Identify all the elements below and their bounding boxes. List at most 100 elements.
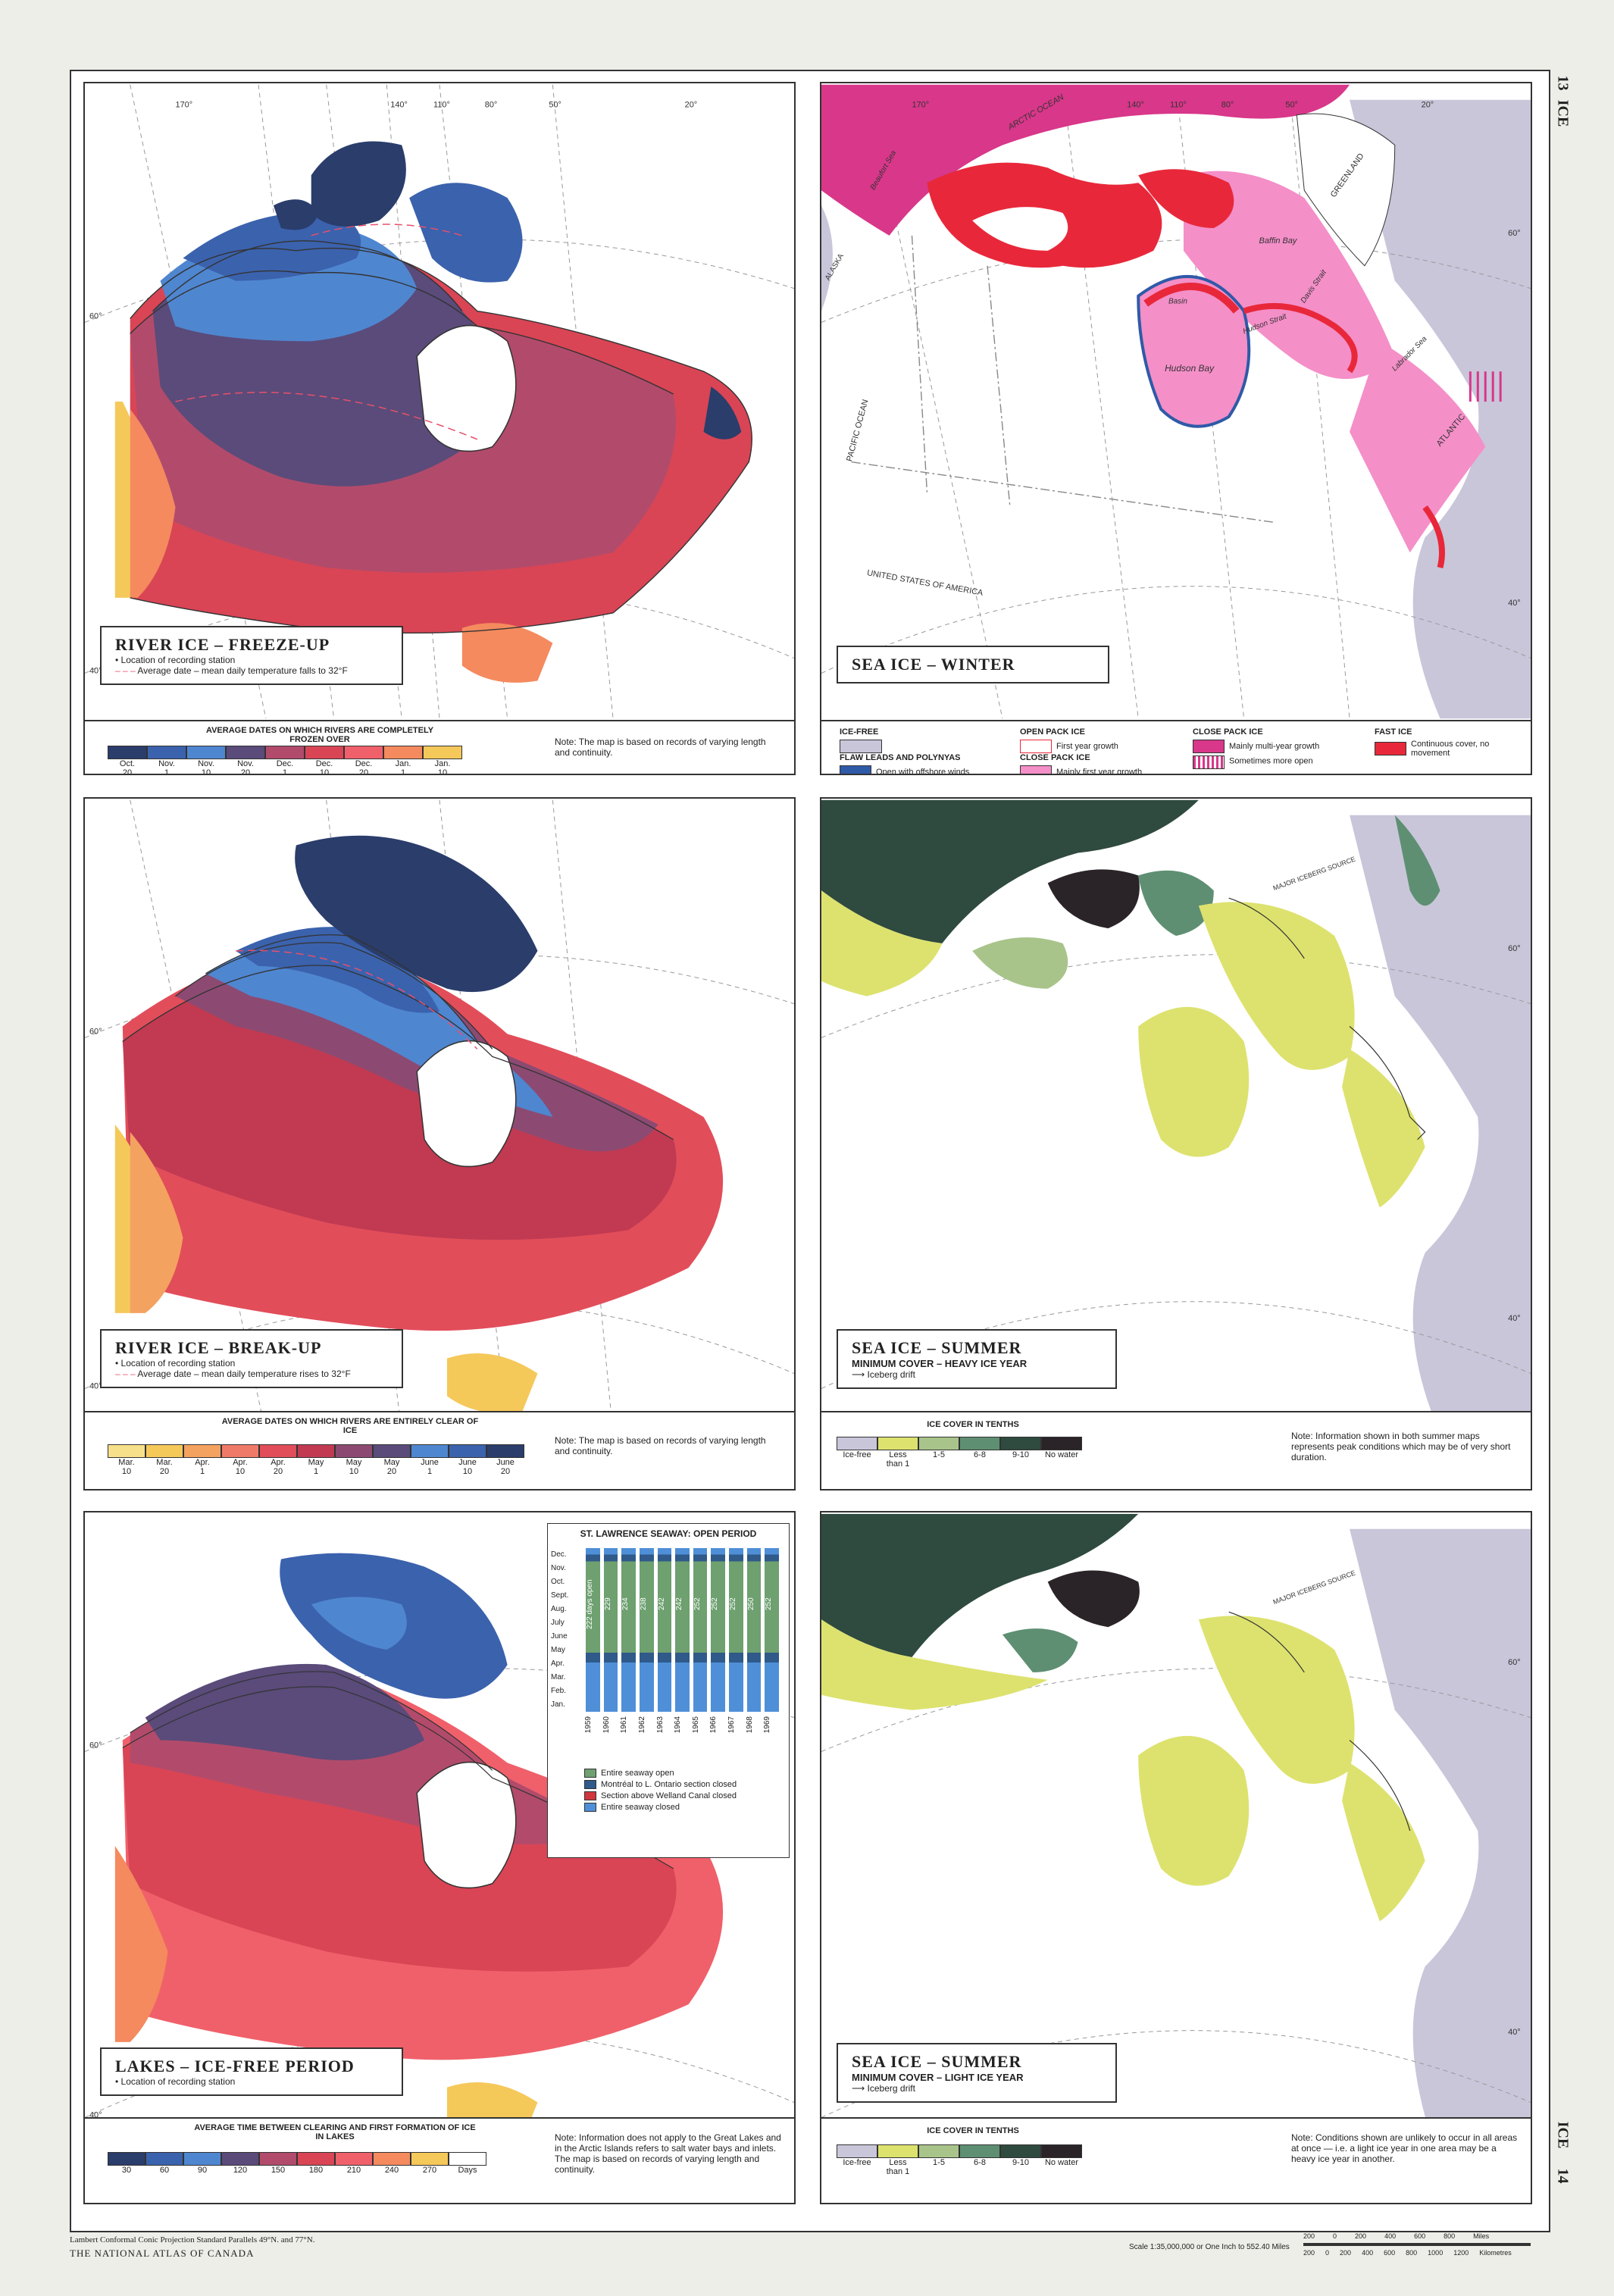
swatch-label: Dec.: [355, 759, 373, 768]
swatch-color: [1041, 2144, 1082, 2158]
swatch-label: 210: [346, 2166, 361, 2175]
swatch-4: 9-10: [1000, 2144, 1041, 2176]
swatch-color: [108, 746, 147, 759]
km-tick: 1200: [1453, 2249, 1469, 2257]
iceberg-drift-icon: ⟶: [852, 1369, 865, 1380]
swatch-2: 1-5: [918, 2144, 959, 2176]
swatch-label: Ice-free: [843, 2158, 871, 2167]
svg-text:110°: 110°: [1170, 101, 1187, 110]
publisher-name: THE NATIONAL ATLAS OF CANADA: [70, 2248, 255, 2259]
seaway-legend-item: Section above Welland Canal closed: [584, 1791, 781, 1800]
panel-sea-ice-summer-light: MAJOR ICEBERG SOURCE 60° 40° SEA ICE – SU…: [820, 1511, 1532, 2204]
swatch-label: Apr.: [233, 1458, 248, 1467]
seaway-bar: 238: [639, 1548, 654, 1712]
swatch-3: Nov. 20: [226, 746, 265, 775]
swatch-label: Jan.: [434, 759, 451, 768]
miles-tick: 200: [1303, 2232, 1315, 2240]
station-dot-icon: •: [115, 2076, 119, 2087]
swatch-color: [449, 2152, 486, 2166]
seaway-legend-item: Montréal to L. Ontario section closed: [584, 1780, 781, 1789]
swatch-color: [297, 2152, 335, 2166]
summer-heavy-title-box: SEA ICE – SUMMER MINIMUM COVER – HEAVY I…: [837, 1329, 1117, 1389]
swatch-color: [145, 2152, 183, 2166]
seaway-bar: 234: [621, 1548, 636, 1712]
swatch-color: [373, 1444, 411, 1458]
swatch-label-2: 20: [159, 1467, 170, 1476]
summer-heavy-note: Note: Information shown in both summer m…: [1291, 1431, 1511, 1462]
seaway-month: Nov.: [551, 1564, 566, 1572]
swatch-label: Apr.: [271, 1458, 286, 1467]
swatch-color: [186, 746, 226, 759]
section-label-top: ICE: [1554, 99, 1572, 127]
swatch-label-2: 1: [427, 1467, 433, 1476]
seaway-bar: 252: [765, 1548, 779, 1712]
swatch-color: [918, 1437, 959, 1450]
panel-lakes-ice-free: 60° 40° ST. LAWRENCE SEAWAY: OPEN PERIOD …: [83, 1511, 796, 2204]
swatch-label-2: 10: [349, 1467, 359, 1476]
multiyear-swatch: [1193, 740, 1225, 753]
swatch-label-2: 10: [235, 1467, 246, 1476]
swatch-label-2: 10: [201, 768, 211, 775]
swatch-label: Less: [889, 2158, 907, 2167]
sometimes-open-swatch: [1193, 755, 1225, 769]
break-up-station-label: Location of recording station: [120, 1358, 236, 1369]
seaway-year: 1960: [602, 1716, 611, 1734]
swatch-label: 120: [233, 2166, 248, 2175]
seaway-year: 1964: [674, 1716, 683, 1734]
seaway-legend-item: Entire seaway closed: [584, 1803, 781, 1812]
break-up-title-box: RIVER ICE – BREAK-UP • Location of recor…: [100, 1329, 403, 1388]
swatch-label-2: than 1: [886, 2167, 910, 2176]
break-up-map: 60° 40°: [85, 799, 794, 1434]
swatch-label: 1-5: [933, 1450, 945, 1459]
seaway-month: Sept.: [551, 1591, 569, 1600]
seaway-bar: 242: [657, 1548, 672, 1712]
seaway-bar: 229: [603, 1548, 618, 1712]
swatch-label-2: 20: [500, 1467, 511, 1476]
sometimes-open-label: Sometimes more open: [1229, 756, 1313, 766]
swatch-color: [259, 2152, 297, 2166]
summer-heavy-drift-label: Iceberg drift: [867, 1369, 915, 1380]
swatch-4: 150: [259, 2152, 297, 2175]
seaway-legend-item: Entire seaway open: [584, 1769, 781, 1778]
seaway-month: Apr.: [551, 1659, 565, 1668]
swatch-color: [837, 1437, 877, 1450]
seaway-year: 1962: [637, 1716, 646, 1734]
seaway-legend-label: Entire seaway open: [601, 1769, 674, 1778]
lakes-note: Note: Information does not apply to the …: [555, 2132, 781, 2175]
projection-note: Lambert Conformal Conic Projection Stand…: [70, 2235, 315, 2244]
svg-text:20°: 20°: [1422, 101, 1434, 110]
swatch-0: 30: [108, 2152, 145, 2175]
flaw-swatch: [840, 765, 871, 774]
swatch-label: 6-8: [974, 2158, 986, 2167]
swatch-3: 120: [221, 2152, 259, 2175]
swatch-0: Oct. 20: [108, 746, 147, 774]
seaway-month: Mar.: [551, 1673, 566, 1681]
km-tick: 1000: [1428, 2249, 1444, 2257]
seaway-month: May: [551, 1646, 565, 1654]
seaway-bar: 252: [693, 1548, 708, 1712]
seaway-bar: 242: [675, 1548, 690, 1712]
panel-break-up: 60° 40° RIVER ICE – BREAK-UP • Location o…: [83, 797, 796, 1491]
swatch-4: Dec. 1: [265, 746, 305, 775]
swatch-7: 240: [373, 2152, 411, 2175]
swatch-label-2: 1: [199, 1467, 205, 1476]
swatch-7: May 20: [373, 1444, 411, 1476]
swatch-2: Apr. 1: [183, 1444, 221, 1476]
km-tick: 200: [1303, 2249, 1315, 2257]
swatch-8: Jan. 10: [423, 746, 462, 774]
swatch-5: Dec. 10: [305, 746, 344, 774]
swatch-label: Oct.: [119, 759, 136, 768]
swatch-label: June: [458, 1458, 477, 1467]
panel-sea-ice-winter: ARCTIC OCEAN Beaufort Sea ALASKA Baffin …: [820, 82, 1532, 775]
miles-tick: 800: [1444, 2232, 1456, 2240]
swatch-label-2: 20: [240, 768, 251, 775]
swatch-label: Nov.: [158, 759, 175, 768]
sea-ice-winter-title: SEA ICE – WINTER: [852, 655, 1015, 674]
dashed-line-icon: – – –: [115, 665, 136, 676]
seaway-bar: 252: [729, 1548, 743, 1712]
seaway-year: 1969: [763, 1716, 772, 1734]
swatch-5: May 1: [297, 1444, 335, 1476]
freeze-up-swatches: Oct. 20 Nov. 1 Nov. 10 Nov. 20 Dec. 1 Dec. 10 Dec. 20…: [108, 746, 462, 775]
swatch-5: No water: [1041, 2144, 1082, 2176]
swatch-label-2: 1: [282, 768, 288, 775]
